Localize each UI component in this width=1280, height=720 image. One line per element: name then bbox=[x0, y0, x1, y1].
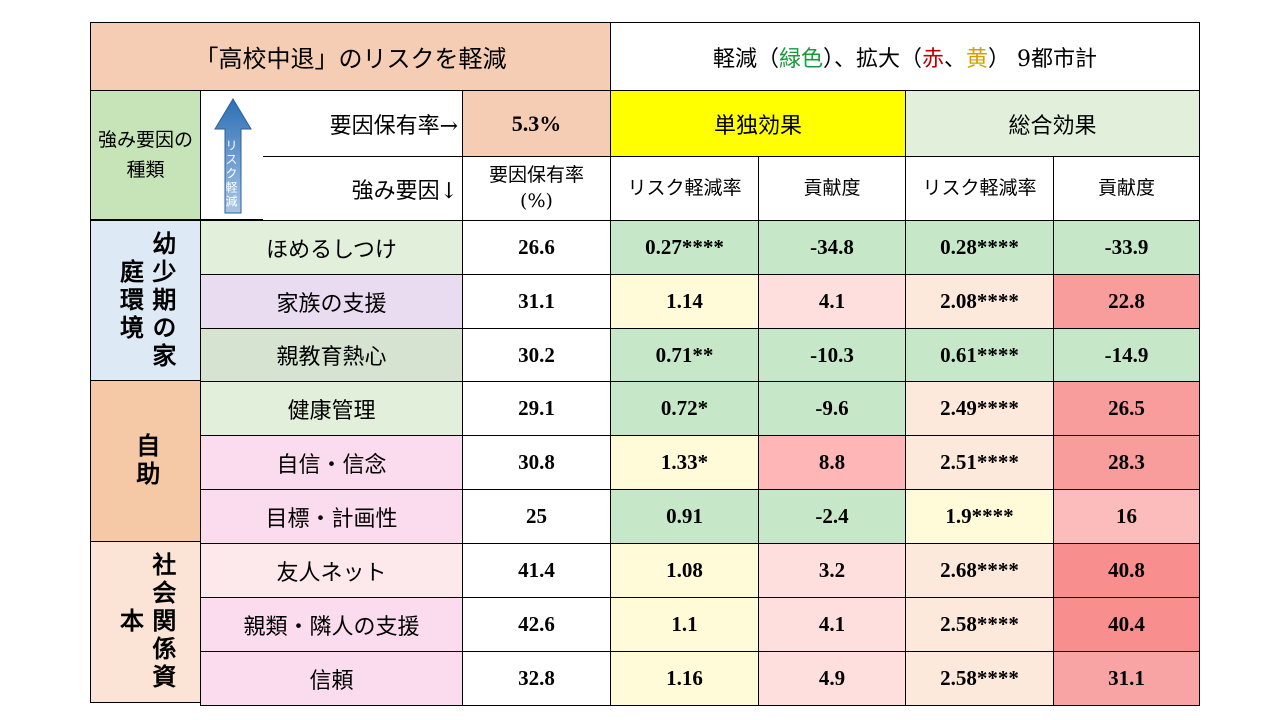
risk-table: 「高校中退」のリスクを軽減 軽減（緑色）、拡大（赤、黄） 9都市計 強み要因の種… bbox=[90, 22, 1200, 706]
total-contribution-cell: 31.1 bbox=[1053, 651, 1200, 706]
single-reduction-cell: 1.16 bbox=[610, 651, 759, 706]
group-label-self-help: 自助 bbox=[90, 380, 201, 542]
total-reduction-cell: 2.58**** bbox=[905, 651, 1054, 706]
single-contribution-cell: 4.1 bbox=[758, 274, 906, 329]
total-reduction-cell: 2.49**** bbox=[905, 381, 1054, 436]
rate-cell: 25 bbox=[462, 489, 611, 544]
rate-cell: 30.2 bbox=[462, 328, 611, 382]
single-contribution-cell: -34.8 bbox=[758, 220, 906, 275]
factor-cell: 目標・計画性 bbox=[200, 489, 463, 544]
arrow-block: リスク軽減 bbox=[200, 90, 264, 220]
single-reduction-cell: 0.72* bbox=[610, 381, 759, 436]
single-contribution-cell: 3.2 bbox=[758, 543, 906, 598]
single-effect-header: 単独効果 bbox=[610, 90, 906, 157]
category-label: 強み要因の種類 bbox=[90, 90, 201, 220]
factor-cell: 信頼 bbox=[200, 651, 463, 706]
total-contribution-cell: -33.9 bbox=[1053, 220, 1200, 275]
single-reduction-cell: 1.14 bbox=[610, 274, 759, 329]
up-arrow-icon bbox=[213, 98, 252, 214]
total-effect-header: 総合効果 bbox=[905, 90, 1200, 157]
single-contribution-cell: -10.3 bbox=[758, 328, 906, 382]
total-reduction-cell: 2.58**** bbox=[905, 597, 1054, 652]
factor-cell: 親教育熱心 bbox=[200, 328, 463, 382]
total-contribution-cell: 16 bbox=[1053, 489, 1200, 544]
rate-cell: 32.8 bbox=[462, 651, 611, 706]
single-reduction-cell: 1.1 bbox=[610, 597, 759, 652]
column-header-total-reduction: リスク軽減率 bbox=[905, 156, 1054, 221]
group-label-early-family: 幼少期の家庭環境 bbox=[90, 220, 201, 381]
factor-cell: ほめるしつけ bbox=[200, 220, 463, 275]
factor-cell: 健康管理 bbox=[200, 381, 463, 436]
column-header-single-contribution: 貢献度 bbox=[758, 156, 906, 221]
legend-text: 軽減（緑色）、拡大（赤、黄） 9都市計 bbox=[712, 46, 1098, 72]
rate-cell: 41.4 bbox=[462, 543, 611, 598]
column-header-total-contribution: 貢献度 bbox=[1053, 156, 1200, 221]
total-reduction-cell: 2.08**** bbox=[905, 274, 1054, 329]
rate-cell: 31.1 bbox=[462, 274, 611, 329]
factor-cell: 親類・隣人の支援 bbox=[200, 597, 463, 652]
single-contribution-cell: 4.9 bbox=[758, 651, 906, 706]
single-contribution-cell: -9.6 bbox=[758, 381, 906, 436]
table-title: 「高校中退」のリスクを軽減 bbox=[90, 22, 611, 91]
rate-cell: 42.6 bbox=[462, 597, 611, 652]
prevalence-value: 5.3% bbox=[462, 90, 611, 157]
prevalence-label: 要因保有率→ bbox=[263, 90, 463, 157]
single-reduction-cell: 1.08 bbox=[610, 543, 759, 598]
total-contribution-cell: 40.4 bbox=[1053, 597, 1200, 652]
single-reduction-cell: 0.71** bbox=[610, 328, 759, 382]
total-reduction-cell: 1.9**** bbox=[905, 489, 1054, 544]
group-label-social-capital: 社会関係資本 bbox=[90, 541, 201, 703]
single-reduction-cell: 0.91 bbox=[610, 489, 759, 544]
rate-cell: 30.8 bbox=[462, 435, 611, 490]
column-header-single-reduction: リスク軽減率 bbox=[610, 156, 759, 221]
column-header-rate: 要因保有率(%) bbox=[462, 156, 611, 221]
single-reduction-cell: 1.33* bbox=[610, 435, 759, 490]
total-contribution-cell: 22.8 bbox=[1053, 274, 1200, 329]
total-reduction-cell: 2.51**** bbox=[905, 435, 1054, 490]
rate-cell: 26.6 bbox=[462, 220, 611, 275]
single-contribution-cell: 8.8 bbox=[758, 435, 906, 490]
single-contribution-cell: -2.4 bbox=[758, 489, 906, 544]
total-contribution-cell: -14.9 bbox=[1053, 328, 1200, 382]
factor-cell: 自信・信念 bbox=[200, 435, 463, 490]
single-contribution-cell: 4.1 bbox=[758, 597, 906, 652]
factor-cell: 友人ネット bbox=[200, 543, 463, 598]
factor-label: 強み要因↓ bbox=[263, 156, 463, 221]
color-legend: 軽減（緑色）、拡大（赤、黄） 9都市計 bbox=[610, 22, 1200, 91]
total-reduction-cell: 0.28**** bbox=[905, 220, 1054, 275]
total-contribution-cell: 28.3 bbox=[1053, 435, 1200, 490]
single-reduction-cell: 0.27**** bbox=[610, 220, 759, 275]
factor-cell: 家族の支援 bbox=[200, 274, 463, 329]
total-reduction-cell: 2.68**** bbox=[905, 543, 1054, 598]
arrow-text: リスク軽減 bbox=[224, 139, 238, 209]
total-contribution-cell: 40.8 bbox=[1053, 543, 1200, 598]
total-contribution-cell: 26.5 bbox=[1053, 381, 1200, 436]
total-reduction-cell: 0.61**** bbox=[905, 328, 1054, 382]
rate-cell: 29.1 bbox=[462, 381, 611, 436]
